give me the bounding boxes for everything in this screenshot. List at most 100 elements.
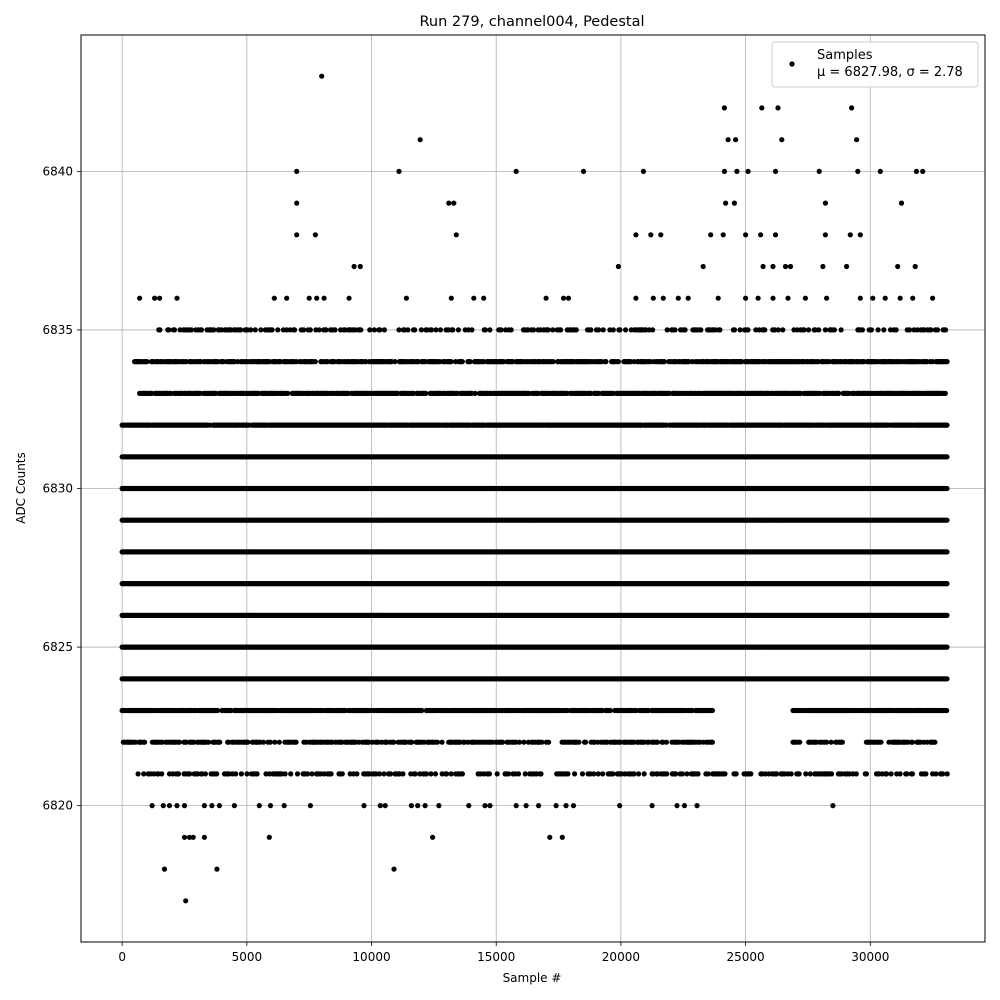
sample-point (933, 771, 939, 777)
sample-point (807, 771, 813, 777)
sample-point (135, 771, 141, 777)
sample-point (944, 707, 950, 714)
sample-point (267, 739, 273, 745)
sample-point (788, 771, 794, 777)
sample-point (796, 771, 802, 777)
sample-point (522, 771, 528, 777)
sample-point (828, 739, 834, 745)
sample-point (774, 771, 780, 777)
sample-point (884, 771, 890, 777)
sample-points (119, 73, 950, 904)
sample-point (381, 771, 387, 777)
sample-point (664, 771, 670, 777)
sample-point (944, 771, 950, 777)
sample-point (546, 739, 552, 745)
sample-point (824, 739, 830, 745)
sample-point (141, 771, 147, 777)
sample-point (940, 771, 946, 777)
sample-point (863, 771, 870, 777)
sample-point (897, 771, 903, 777)
sample-point (607, 707, 613, 714)
sample-point (923, 771, 929, 777)
sample-point (339, 771, 345, 777)
sample-point (944, 644, 950, 650)
sample-point (631, 771, 637, 777)
sample-point (909, 771, 916, 777)
sample-point (288, 771, 294, 777)
sample-point (432, 771, 439, 777)
sample-point (515, 771, 522, 777)
sample-point (202, 771, 208, 777)
sample-point (909, 739, 916, 745)
sample-point (217, 739, 223, 745)
sample-point (663, 739, 670, 745)
sample-point (214, 707, 221, 714)
sample-point (709, 707, 716, 714)
sample-point (839, 739, 846, 745)
sample-point (214, 771, 220, 777)
sample-point (238, 771, 244, 777)
sample-point (679, 771, 686, 777)
sample-point (176, 739, 182, 745)
sample-point (428, 771, 434, 777)
sample-point (829, 771, 835, 777)
sample-point (159, 771, 165, 777)
sample-point (888, 771, 894, 777)
sample-point (600, 771, 606, 777)
sample-point (944, 581, 950, 587)
sample-point (391, 739, 397, 745)
sample-point (305, 771, 311, 777)
sample-point (610, 771, 616, 777)
sample-point (673, 771, 679, 777)
sample-point (282, 771, 288, 777)
sample-point (444, 771, 450, 777)
sample-point (591, 771, 597, 777)
sample-point (797, 739, 803, 745)
sample-point (434, 739, 441, 745)
sample-point (944, 549, 950, 555)
sample-point (853, 771, 859, 777)
sample-point (388, 771, 394, 777)
sample-point (354, 771, 360, 777)
sample-point (328, 771, 334, 777)
sample-point (187, 771, 193, 777)
sample-point (878, 739, 884, 745)
sample-point (293, 739, 299, 745)
sample-point (636, 771, 642, 777)
sample-point (412, 771, 418, 777)
sample-point (641, 771, 647, 777)
sample-point (539, 739, 545, 745)
sample-point (294, 771, 301, 777)
sample-point (733, 771, 739, 777)
sample-point (423, 771, 430, 777)
sample-point (516, 739, 523, 745)
sample-point (254, 771, 260, 777)
sample-point (705, 771, 711, 777)
sample-point (695, 771, 701, 777)
sample-point (565, 771, 571, 777)
sample-point (175, 771, 182, 777)
sample-point (244, 771, 250, 777)
sample-point (803, 771, 809, 777)
sample-point (448, 771, 454, 777)
sample-point (684, 771, 690, 777)
sample-point (595, 771, 601, 777)
sample-point (538, 771, 544, 777)
sample-point (376, 771, 382, 777)
sample-point (572, 771, 578, 777)
chart-title: Run 279, channel004, Pedestal (419, 14, 644, 30)
sample-point (944, 612, 950, 619)
sample-point (245, 739, 251, 745)
sample-point (709, 739, 716, 745)
sample-point (579, 771, 586, 777)
sample-point (142, 739, 148, 745)
sample-point (309, 771, 315, 777)
sample-point (419, 707, 425, 714)
sample-point (722, 771, 728, 777)
sample-point (583, 739, 589, 745)
sample-point (439, 739, 445, 745)
sample-point (576, 739, 582, 745)
sample-point (500, 739, 506, 745)
sample-point (904, 771, 910, 777)
